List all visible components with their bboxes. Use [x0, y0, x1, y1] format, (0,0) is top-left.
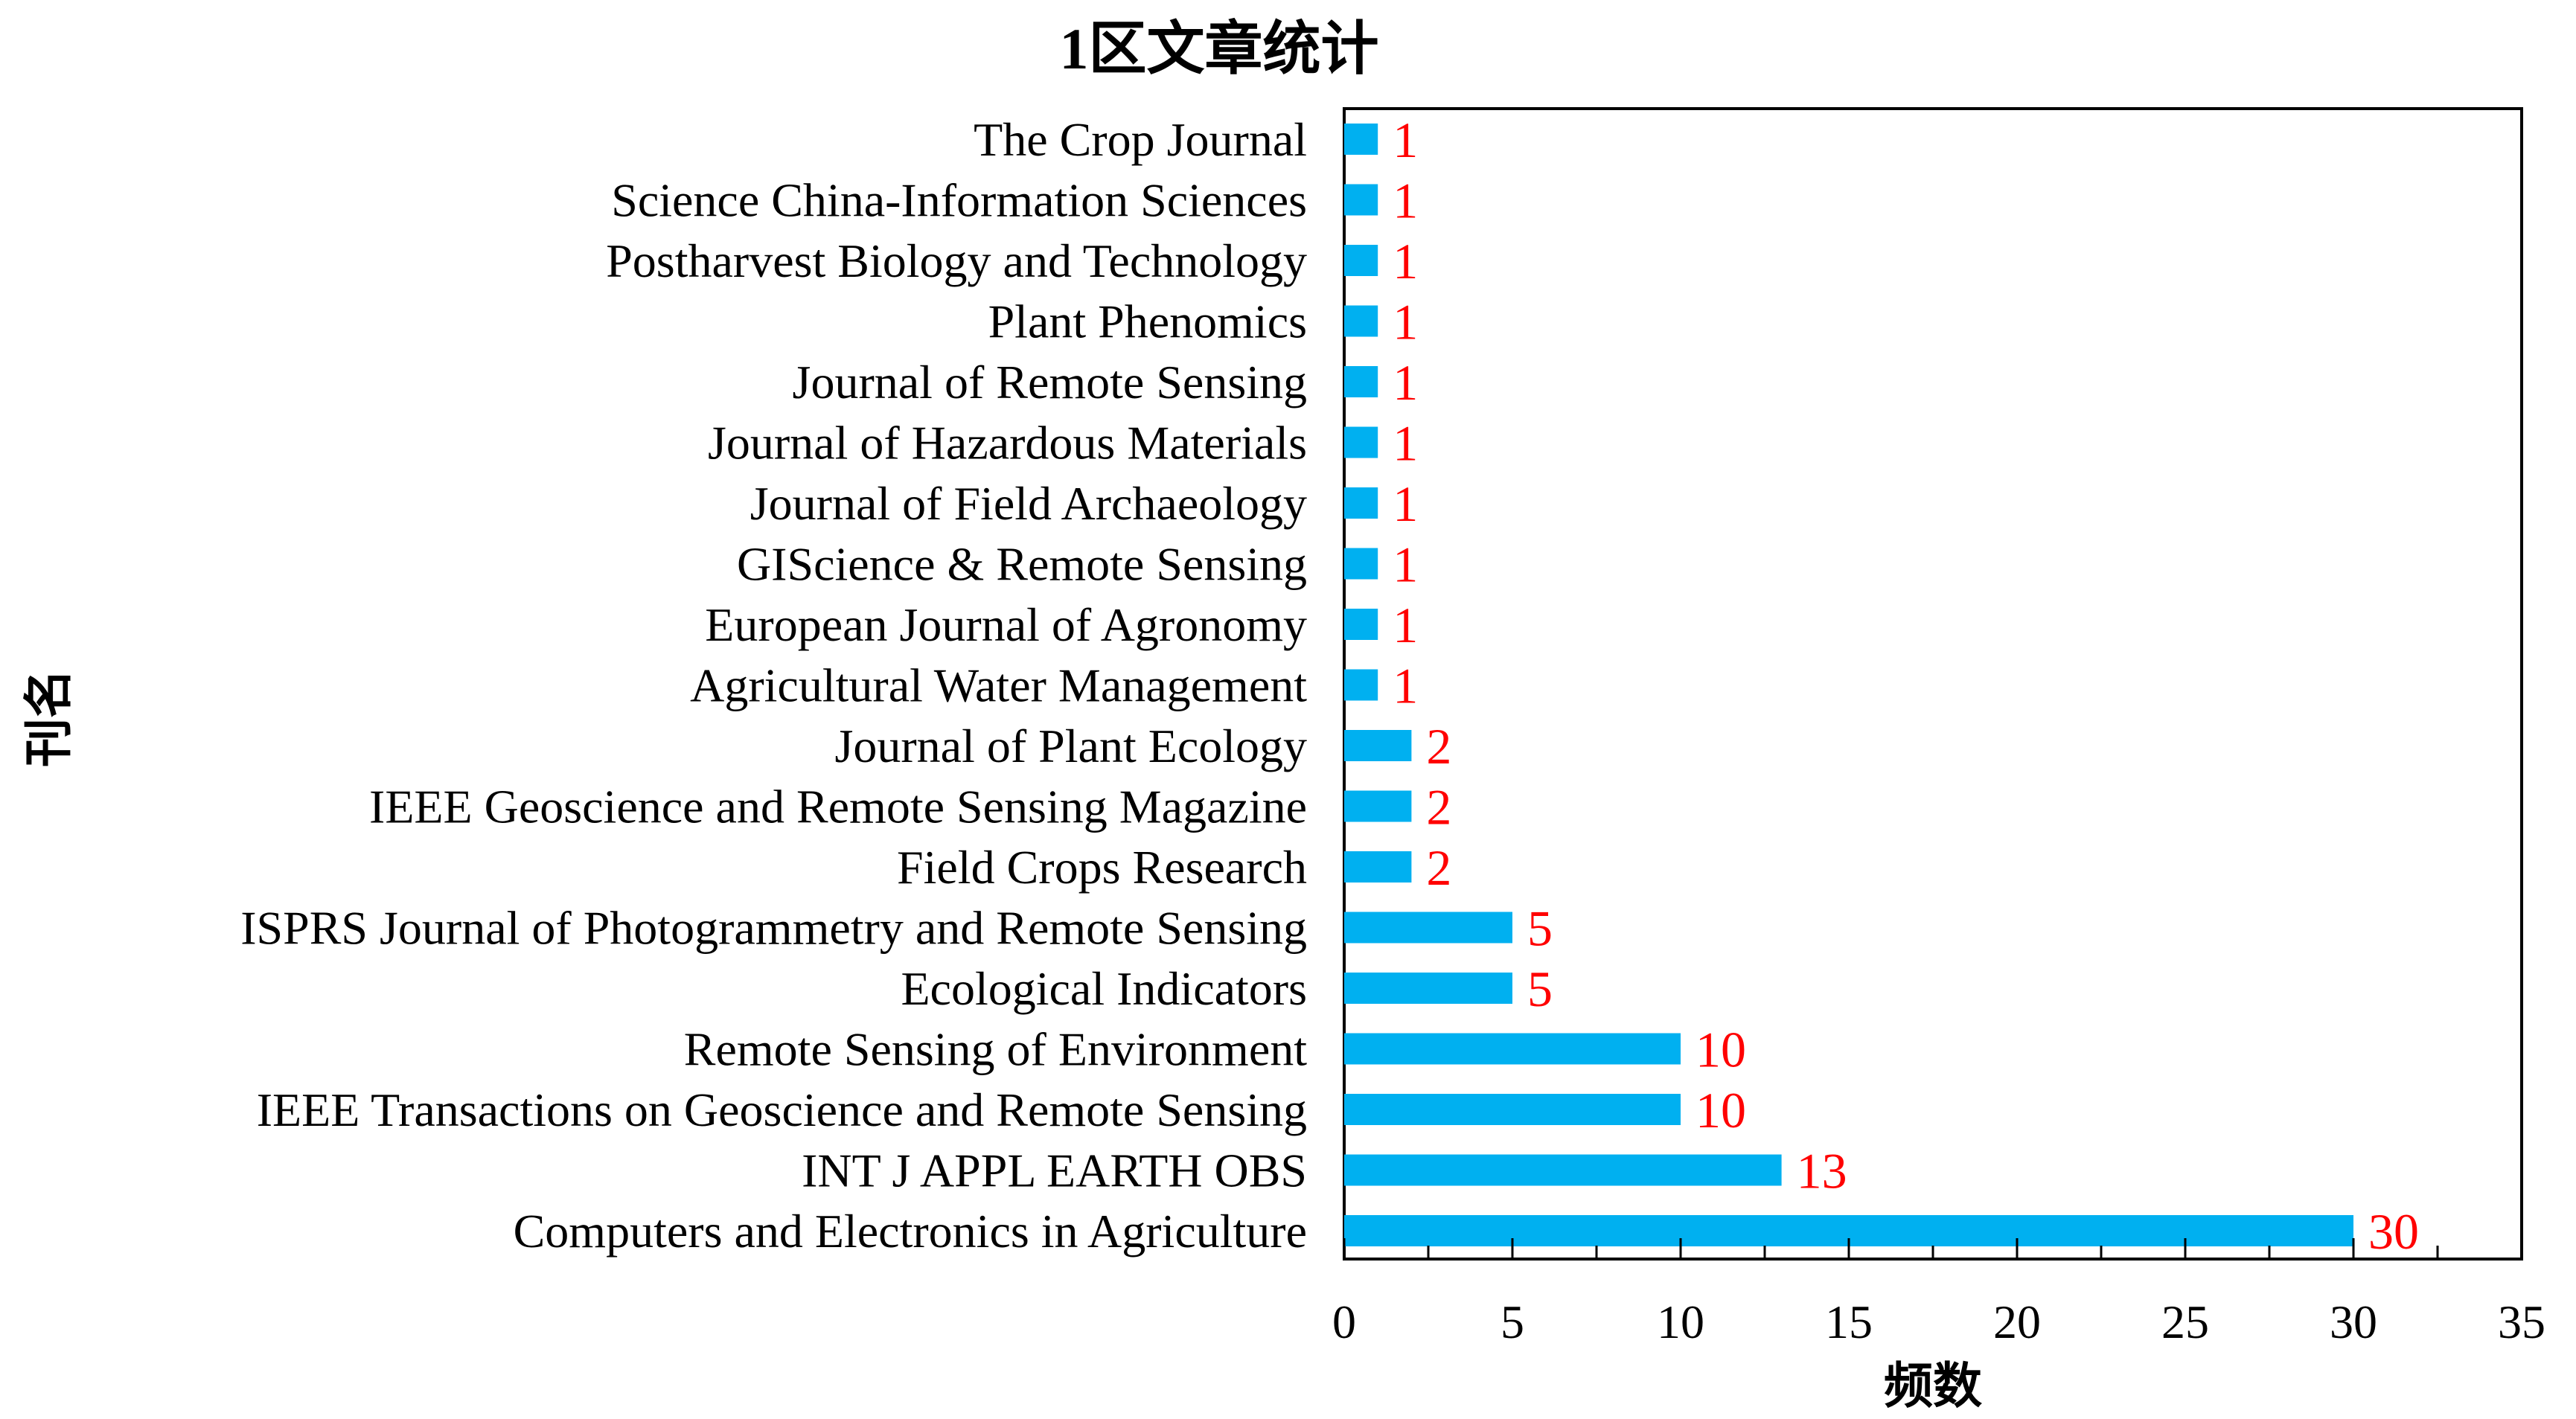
- category-label: IEEE Transactions on Geoscience and Remo…: [257, 1083, 1307, 1136]
- x-tick-label: 35: [2498, 1295, 2545, 1348]
- data-label: 1: [1393, 658, 1418, 714]
- data-label: 2: [1426, 718, 1451, 775]
- bar: [1344, 973, 1512, 1004]
- category-label: ISPRS Journal of Photogrammetry and Remo…: [240, 902, 1307, 955]
- bar: [1344, 1033, 1681, 1065]
- data-label: 1: [1393, 597, 1418, 653]
- category-label: IEEE Geoscience and Remote Sensing Magaz…: [369, 781, 1307, 833]
- data-label: 5: [1527, 900, 1553, 957]
- x-tick-label: 15: [1825, 1295, 1873, 1348]
- category-label: Plant Phenomics: [988, 295, 1307, 348]
- category-label: Computers and Electronics in Agriculture: [514, 1205, 1307, 1258]
- data-label: 1: [1393, 536, 1418, 593]
- bar: [1344, 245, 1378, 276]
- category-label: Agricultural Water Management: [690, 659, 1307, 712]
- category-label: Ecological Indicators: [901, 962, 1307, 1015]
- category-label: The Crop Journal: [974, 113, 1307, 166]
- data-label: 13: [1797, 1143, 1847, 1199]
- bar: [1344, 426, 1378, 458]
- x-tick-label: 5: [1500, 1295, 1524, 1348]
- x-tick-label: 0: [1332, 1295, 1356, 1348]
- bar: [1344, 912, 1512, 944]
- category-label: INT J APPL EARTH OBS: [802, 1144, 1307, 1197]
- x-tick-label: 30: [2330, 1295, 2377, 1348]
- bar: [1344, 366, 1378, 397]
- x-tick-label: 25: [2161, 1295, 2209, 1348]
- bar: [1344, 305, 1378, 337]
- bar: [1344, 669, 1378, 701]
- category-label: European Journal of Agronomy: [705, 598, 1307, 651]
- bar: [1344, 730, 1412, 761]
- y-axis-title: 刊名: [22, 669, 77, 767]
- bar: [1344, 124, 1378, 155]
- data-label: 1: [1393, 415, 1418, 472]
- data-label: 1: [1393, 354, 1418, 411]
- x-tick-label: 10: [1657, 1295, 1704, 1348]
- bar: [1344, 851, 1412, 883]
- bar: [1344, 790, 1412, 822]
- bar: [1344, 1094, 1681, 1125]
- data-label: 1: [1393, 233, 1418, 289]
- bar: [1344, 609, 1378, 640]
- data-label: 10: [1696, 1082, 1746, 1138]
- plot-frame: [1343, 107, 2523, 1261]
- bar: [1344, 548, 1378, 580]
- category-label: Science China-Information Sciences: [611, 174, 1307, 227]
- x-axis-title: 频数: [1884, 1359, 1982, 1414]
- category-label: Field Crops Research: [897, 841, 1307, 894]
- plot-area: The Crop Journal 1 Science China-Informati…: [240, 107, 2545, 1348]
- data-label: 1: [1393, 294, 1418, 350]
- data-label: 30: [2368, 1203, 2419, 1260]
- category-label: Journal of Plant Ecology: [834, 720, 1307, 772]
- x-tick-label: 20: [1993, 1295, 2041, 1348]
- bar: [1344, 1154, 1782, 1186]
- category-label: GIScience & Remote Sensing: [737, 538, 1307, 591]
- data-label: 1: [1393, 112, 1418, 168]
- data-label: 10: [1696, 1022, 1746, 1078]
- category-label: Journal of Field Archaeology: [750, 477, 1307, 530]
- bar: [1344, 184, 1378, 216]
- category-label: Journal of Hazardous Materials: [708, 417, 1307, 470]
- category-label: Remote Sensing of Environment: [684, 1023, 1307, 1076]
- category-label: Journal of Remote Sensing: [793, 356, 1307, 409]
- data-label: 1: [1393, 475, 1418, 532]
- data-label: 1: [1393, 173, 1418, 229]
- chart-title: 1区文章统计: [1059, 16, 1378, 81]
- data-label: 2: [1426, 779, 1451, 836]
- data-label: 2: [1426, 839, 1451, 896]
- data-label: 5: [1527, 961, 1553, 1017]
- category-label: Postharvest Biology and Technology: [606, 234, 1307, 287]
- bar: [1344, 487, 1378, 519]
